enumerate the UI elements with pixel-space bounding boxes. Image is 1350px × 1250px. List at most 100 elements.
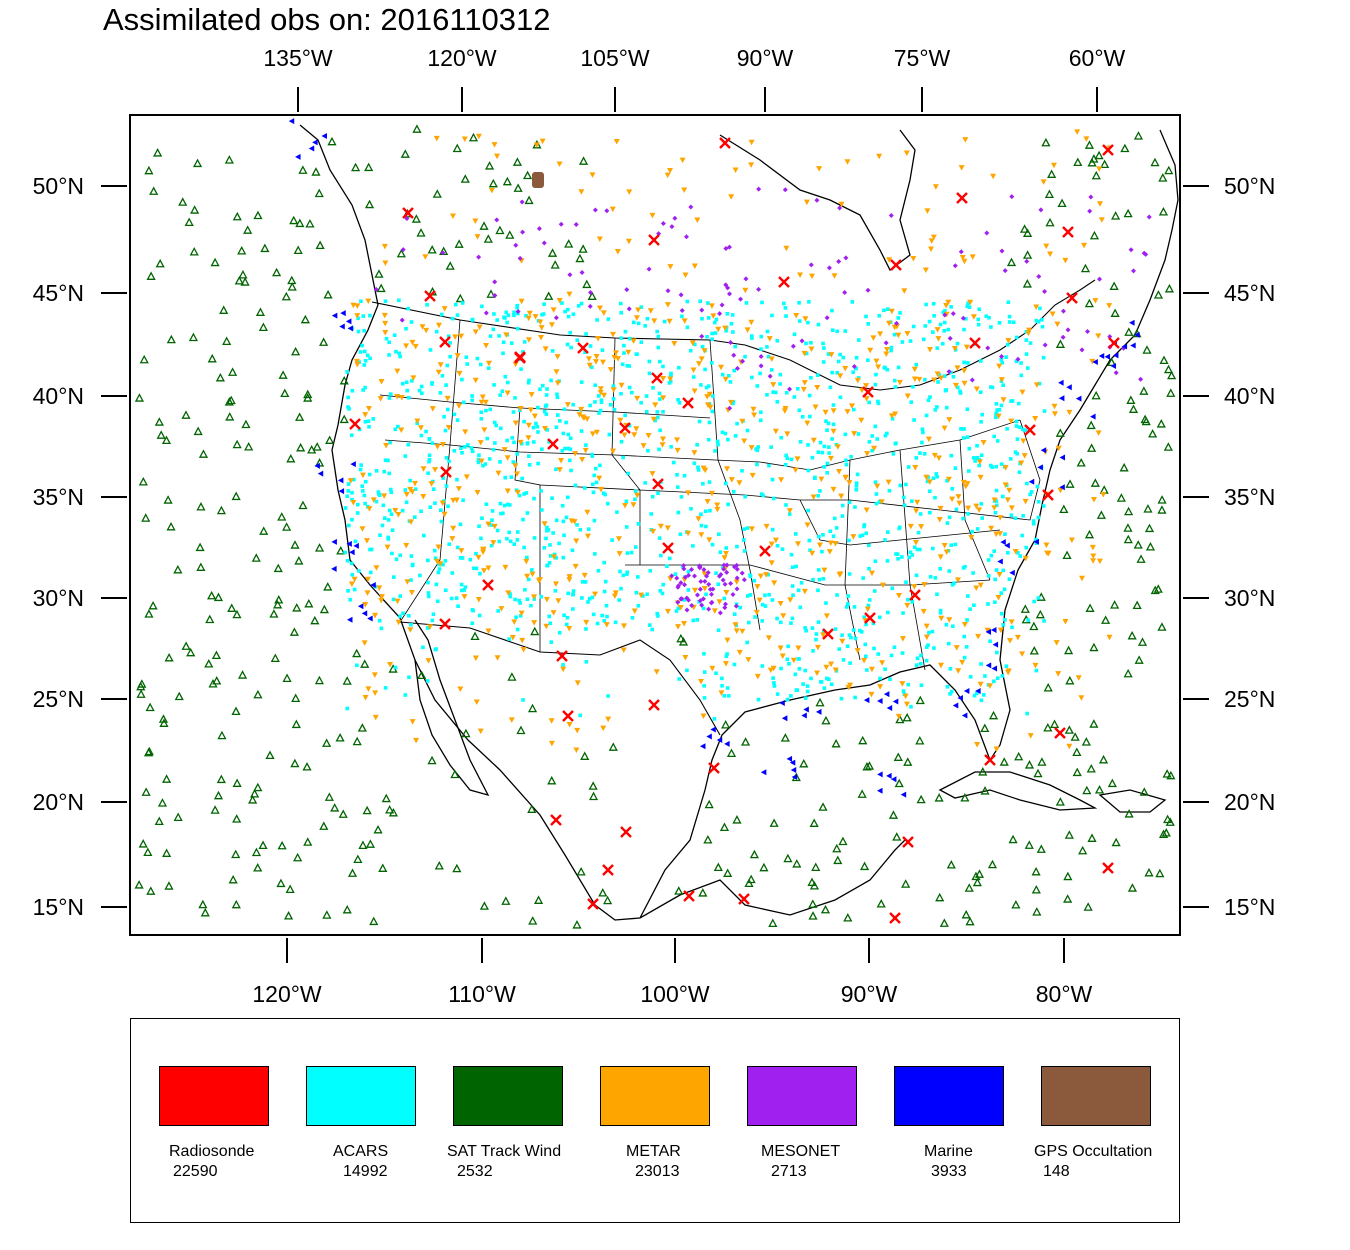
metar-marker xyxy=(975,633,982,640)
sat-track-wind-marker xyxy=(527,804,537,813)
coastline-baja xyxy=(414,619,490,797)
acars-marker xyxy=(1026,618,1030,622)
acars-marker xyxy=(677,400,682,405)
metar-marker xyxy=(768,541,775,548)
metar-marker xyxy=(708,490,715,497)
metar-marker xyxy=(586,362,593,369)
metar-marker xyxy=(1018,460,1025,467)
acars-marker xyxy=(755,448,760,453)
metar-marker xyxy=(698,532,705,538)
metar-marker xyxy=(936,516,943,523)
acars-marker xyxy=(892,645,897,650)
sat-track-wind-marker xyxy=(934,793,944,802)
metar-marker xyxy=(923,623,930,630)
marine-marker xyxy=(370,582,376,589)
metar-marker xyxy=(733,579,740,585)
acars-marker xyxy=(421,533,426,538)
acars-marker xyxy=(804,628,808,633)
acars-marker xyxy=(579,301,584,306)
metar-marker xyxy=(611,355,618,361)
sat-track-wind-marker xyxy=(352,648,362,658)
mesonet-marker xyxy=(1060,334,1066,340)
acars-marker xyxy=(352,477,356,482)
acars-marker xyxy=(600,613,604,618)
acars-marker xyxy=(729,321,734,326)
metar-marker xyxy=(593,354,600,360)
metar-marker xyxy=(566,574,573,580)
acars-marker xyxy=(745,640,749,645)
acars-marker xyxy=(814,637,818,642)
sat-track-wind-marker xyxy=(759,862,769,872)
acars-marker xyxy=(383,299,388,304)
acars-marker xyxy=(586,527,591,531)
mesonet-marker xyxy=(710,586,716,592)
acars-marker xyxy=(596,568,601,573)
sat-track-wind-marker xyxy=(324,792,334,801)
acars-marker xyxy=(908,550,913,555)
radiosonde-marker xyxy=(402,207,414,219)
acars-marker xyxy=(595,318,599,322)
sat-track-wind-marker xyxy=(210,257,220,267)
mesonet-marker xyxy=(1107,334,1113,340)
marine-marker xyxy=(990,627,997,634)
acars-marker xyxy=(989,463,993,468)
sat-track-wind-marker xyxy=(1090,478,1100,487)
sat-track-wind-marker xyxy=(228,367,238,376)
acars-marker xyxy=(525,441,530,446)
metar-marker xyxy=(830,486,837,493)
acars-marker xyxy=(645,316,650,321)
acars-marker xyxy=(975,443,979,448)
acars-marker xyxy=(735,421,739,426)
mesonet-marker xyxy=(404,215,410,221)
metar-marker xyxy=(359,472,366,479)
acars-marker xyxy=(828,529,833,534)
mesonet-marker xyxy=(726,244,732,250)
acars-marker xyxy=(966,512,971,516)
acars-marker xyxy=(562,407,567,412)
metar-marker xyxy=(904,393,911,400)
sat-track-wind-marker xyxy=(799,758,809,768)
metar-marker xyxy=(786,508,793,514)
acars-marker xyxy=(713,320,717,325)
mesonet-marker xyxy=(733,603,739,609)
metar-marker xyxy=(993,746,1000,752)
metar-marker xyxy=(848,403,855,409)
acars-marker xyxy=(439,519,444,524)
acars-marker xyxy=(497,539,502,544)
acars-marker xyxy=(936,380,940,384)
radiosonde-marker xyxy=(1108,337,1120,349)
mesonet-marker xyxy=(730,591,736,597)
acars-marker xyxy=(979,698,984,703)
acars-marker xyxy=(517,493,522,498)
marine-marker xyxy=(961,712,968,719)
acars-marker xyxy=(900,340,905,344)
acars-marker xyxy=(876,399,880,404)
metar-marker xyxy=(660,395,667,401)
metar-marker xyxy=(667,376,674,383)
metar-marker xyxy=(473,699,480,705)
acars-marker xyxy=(803,696,808,700)
acars-marker xyxy=(1005,427,1009,431)
sat-track-wind-marker xyxy=(141,787,151,796)
metar-marker xyxy=(508,717,515,723)
acars-marker xyxy=(999,403,1004,408)
acars-marker xyxy=(383,458,388,463)
sat-track-wind-marker xyxy=(893,752,903,761)
mesonet-marker xyxy=(440,250,446,256)
radiosonde-marker xyxy=(440,466,452,478)
acars-marker xyxy=(1034,537,1038,542)
acars-marker xyxy=(555,392,559,397)
acars-marker xyxy=(962,655,967,660)
sat-track-wind-marker xyxy=(576,866,586,876)
metar-marker xyxy=(1019,651,1026,657)
acars-marker xyxy=(525,597,530,602)
acars-marker xyxy=(892,378,897,383)
acars-marker xyxy=(1019,373,1024,378)
acars-marker xyxy=(965,304,970,309)
mesonet-marker xyxy=(626,306,632,312)
sat-track-wind-marker xyxy=(1107,778,1117,788)
sat-track-wind-marker xyxy=(1119,462,1129,472)
acars-marker xyxy=(827,451,831,455)
acars-marker xyxy=(636,575,640,579)
acars-marker xyxy=(921,430,925,435)
